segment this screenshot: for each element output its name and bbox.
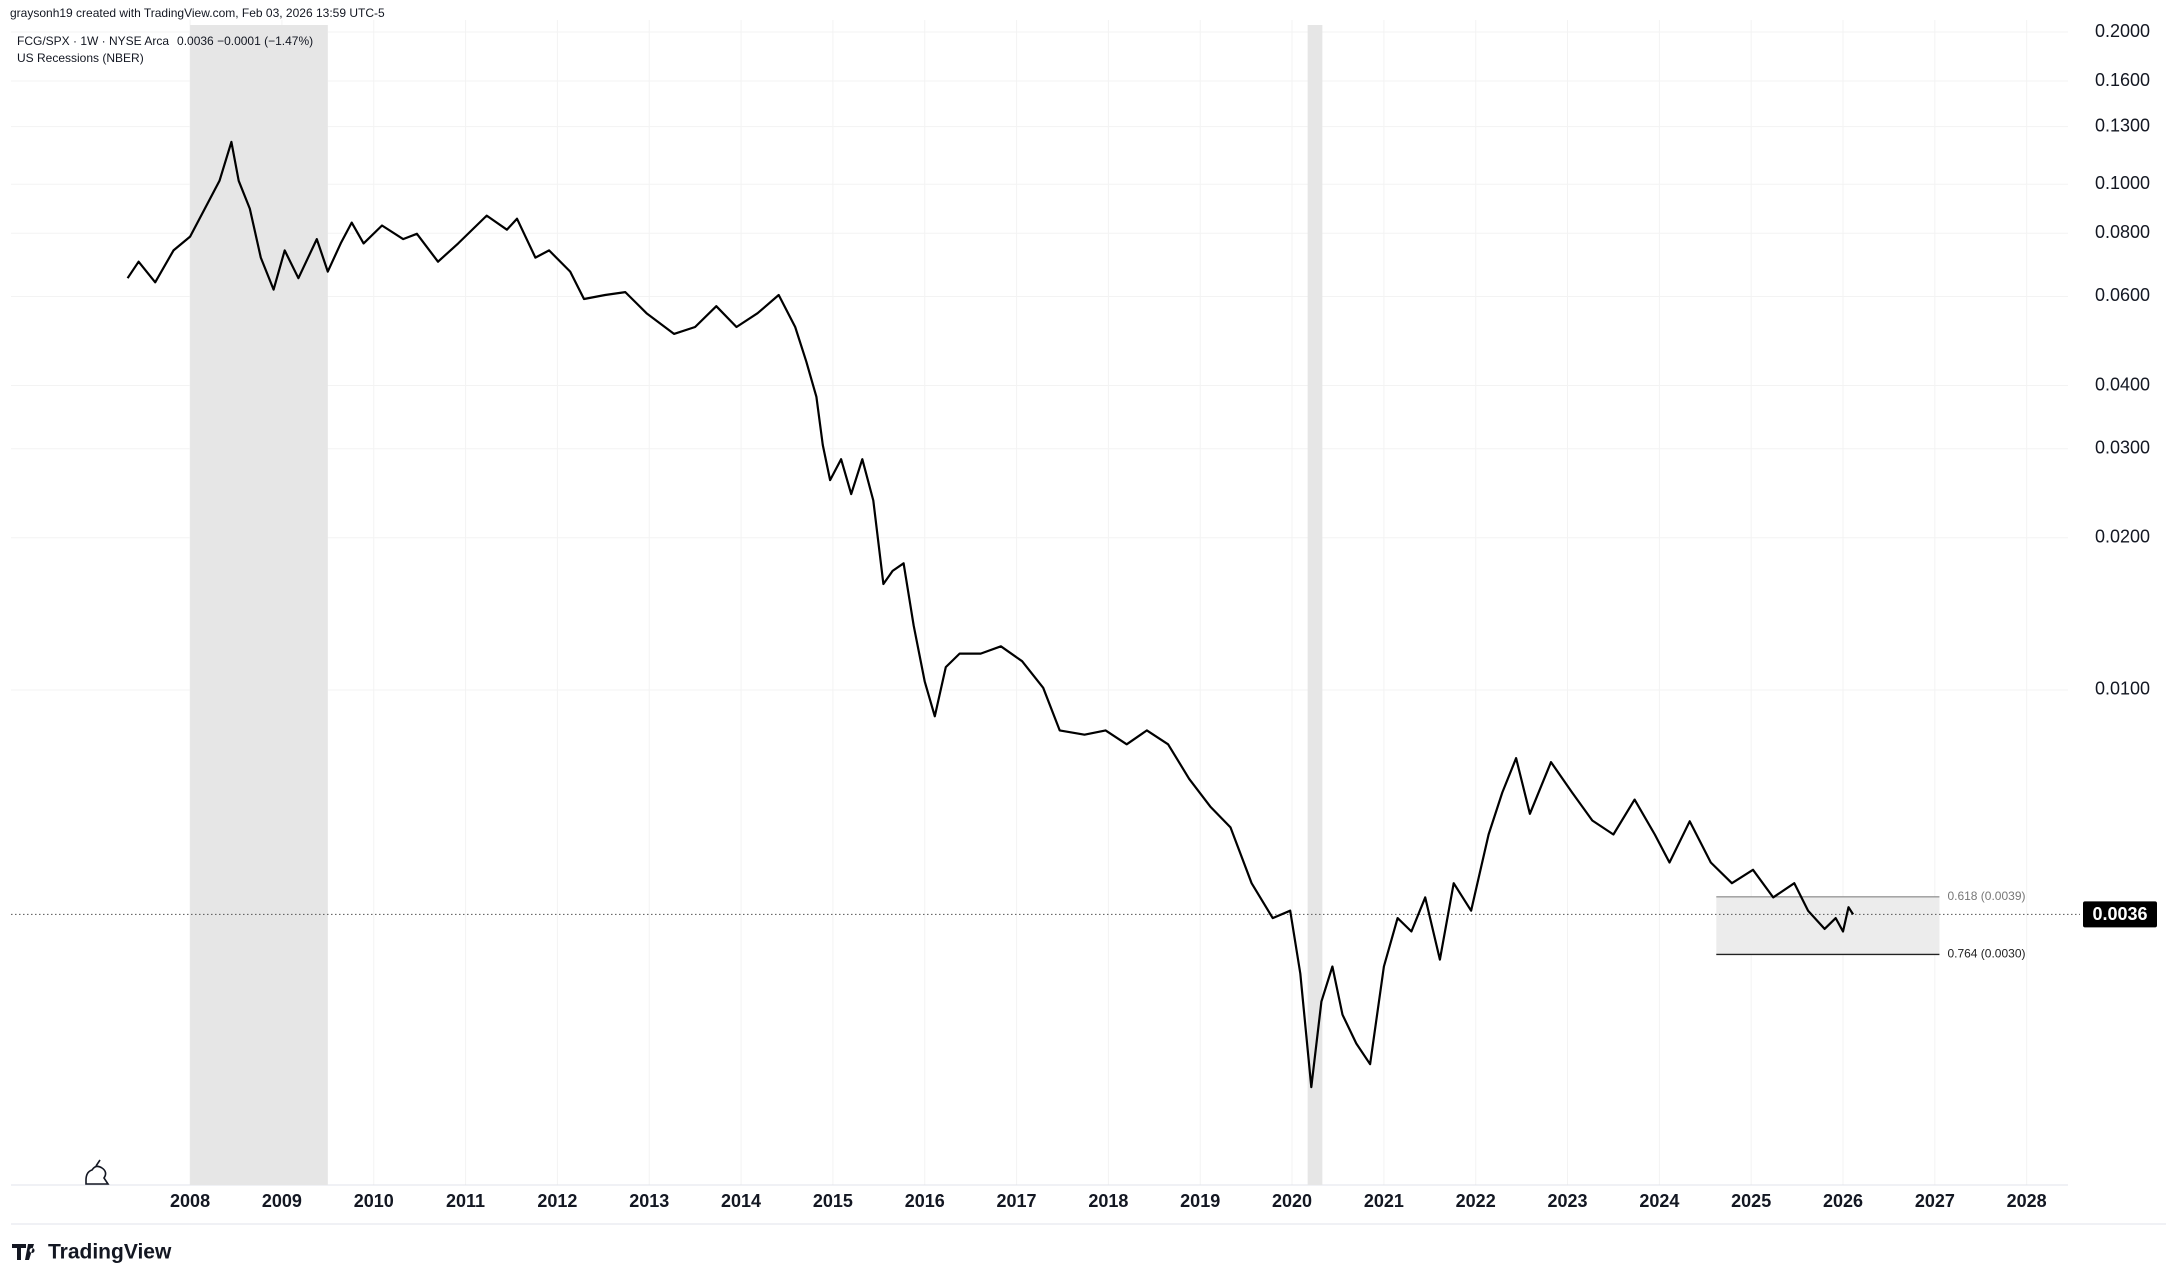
y-tick-label: 0.0100 xyxy=(2095,679,2150,699)
dino-icon xyxy=(85,1159,110,1185)
background-layer xyxy=(11,20,2068,1186)
recession-legend: US Recessions (NBER) xyxy=(17,51,144,65)
y-tick-label: 0.1300 xyxy=(2095,115,2150,135)
x-tick-label: 2018 xyxy=(1088,1191,1128,1211)
x-tick-label: 2025 xyxy=(1731,1191,1771,1211)
last-price-label: 0.0036 xyxy=(2092,904,2147,924)
x-tick-label: 2011 xyxy=(446,1191,485,1211)
x-tick-label: 2014 xyxy=(721,1191,761,1211)
x-tick-label: 2020 xyxy=(1272,1191,1312,1211)
y-tick-label: 0.1000 xyxy=(2095,173,2150,193)
x-tick-label: 2008 xyxy=(170,1191,210,1211)
y-tick-label: 0.2000 xyxy=(2095,21,2150,41)
last-price-badge xyxy=(2083,901,2157,928)
x-tick-label: 2016 xyxy=(905,1191,945,1211)
fib-label: 0.618 (0.0039) xyxy=(1947,889,2025,903)
x-tick-label: 2013 xyxy=(629,1191,669,1211)
x-tick-label: 2022 xyxy=(1456,1191,1496,1211)
y-tick-label: 0.0300 xyxy=(2095,437,2150,457)
y-tick-label: 0.0400 xyxy=(2095,374,2150,394)
x-tick-label: 2027 xyxy=(1915,1191,1955,1211)
x-tick-label: 2019 xyxy=(1180,1191,1220,1211)
price-line xyxy=(126,140,1855,1089)
y-tick-label: 0.0600 xyxy=(2095,285,2150,305)
recession-band xyxy=(1307,25,1323,1185)
y-tick-label: 0.1600 xyxy=(2095,70,2150,90)
x-tick-label: 2028 xyxy=(2007,1191,2047,1211)
legend-change: 0.0036 −0.0001 (−1.47%) xyxy=(177,34,313,48)
brand-name: TradingView xyxy=(48,1241,172,1264)
legend-symbol: FCG/SPX · 1W · NYSE Arca xyxy=(17,34,169,48)
y-tick-label: 0.0200 xyxy=(2095,527,2150,547)
attribution: graysonh19 created with TradingView.com,… xyxy=(10,6,385,20)
x-tick-label: 2009 xyxy=(262,1191,302,1211)
x-tick-label: 2021 xyxy=(1364,1191,1404,1211)
recession-band xyxy=(190,25,328,1185)
x-tick-label: 2024 xyxy=(1639,1191,1679,1211)
y-tick-label: 0.0800 xyxy=(2095,222,2150,242)
logo-mark xyxy=(12,1244,35,1260)
fib-label: 0.764 (0.0030) xyxy=(1947,947,2025,961)
legend: FCG/SPX · 1W · NYSE Arca 0.0036 −0.0001 (… xyxy=(17,34,313,48)
x-tick-label: 2012 xyxy=(537,1191,577,1211)
x-tick-label: 2015 xyxy=(813,1191,853,1211)
x-tick-label: 2026 xyxy=(1823,1191,1863,1211)
brand-logo: TradingView xyxy=(12,1241,172,1264)
x-tick-label: 2017 xyxy=(997,1191,1037,1211)
x-tick-label: 2010 xyxy=(354,1191,394,1211)
x-tick-label: 2023 xyxy=(1548,1191,1588,1211)
